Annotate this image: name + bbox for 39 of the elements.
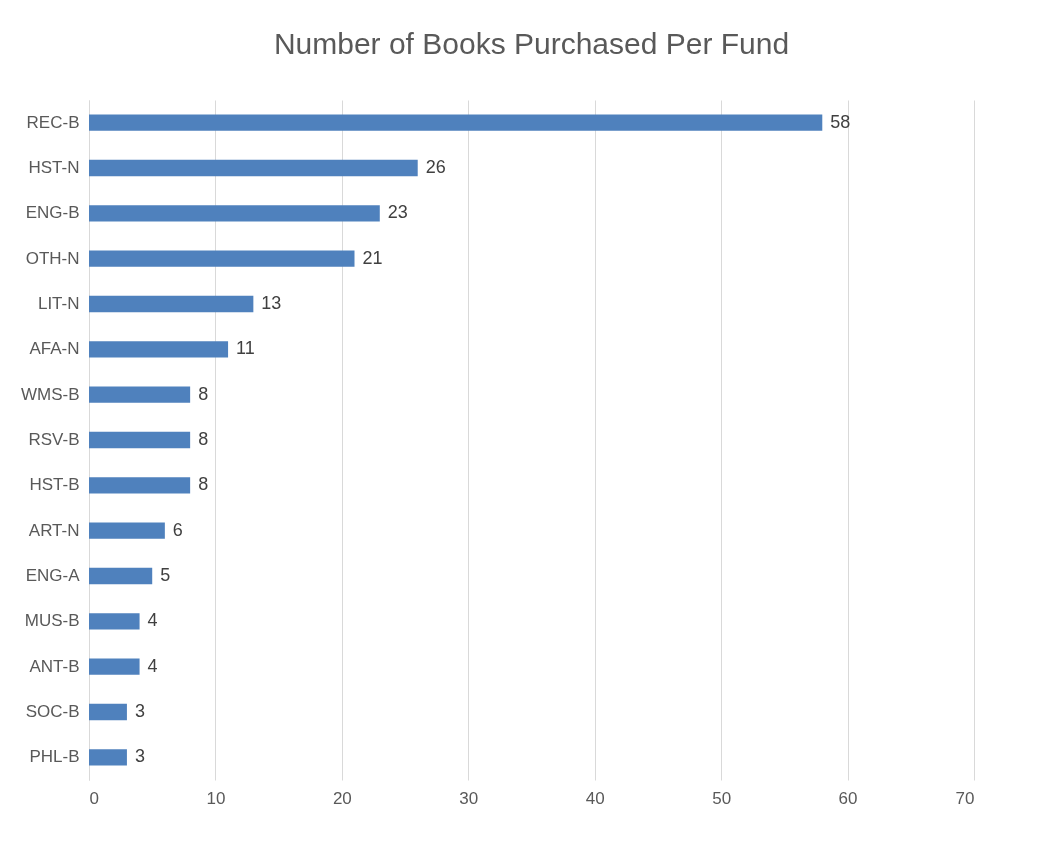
y-tick-label: MUS-B: [24, 611, 80, 631]
y-tick-label: WMS-B: [20, 384, 80, 404]
y-tick-label: ENG-B: [25, 203, 80, 223]
y-tick-label: AFA-N: [29, 339, 80, 359]
data-label: 4: [147, 655, 158, 676]
y-tick-label: PHL-B: [29, 747, 80, 767]
data-label: 3: [134, 746, 145, 767]
data-label: 26: [425, 157, 446, 177]
x-tick-label: 40: [585, 788, 605, 808]
data-label: 8: [198, 429, 209, 449]
data-label: 23: [387, 202, 408, 223]
y-tick-label: HST-B: [29, 475, 80, 495]
x-tick-label: 0: [89, 788, 99, 808]
y-tick-label: LIT-N: [37, 294, 80, 313]
data-label: 8: [198, 383, 209, 404]
data-label: 8: [198, 474, 209, 495]
y-tick-label: REC-B: [26, 112, 80, 132]
data-label: 13: [261, 293, 282, 313]
y-tick-label: SOC-B: [25, 702, 80, 721]
data-label: 6: [172, 519, 183, 540]
x-tick-label: 70: [955, 788, 975, 808]
x-tick-label: 30: [459, 788, 479, 808]
data-label: 21: [362, 247, 383, 268]
data-label: 4: [147, 610, 158, 631]
data-label: 58: [830, 111, 851, 132]
data-label: 11: [236, 338, 255, 359]
x-tick-label: 60: [838, 788, 858, 808]
y-tick-label: ENG-A: [25, 566, 81, 585]
x-tick-label: 20: [332, 788, 352, 808]
chart-title: Number of Books Purchased Per Fund: [273, 27, 790, 60]
x-tick-label: 10: [206, 788, 226, 808]
y-tick-label: ART-N: [28, 520, 80, 540]
x-tick-label: 50: [712, 788, 732, 808]
data-label: 5: [160, 565, 171, 585]
y-tick-label: OTH-N: [25, 248, 80, 268]
y-tick-label: ANT-B: [29, 656, 80, 676]
data-label: 3: [134, 701, 145, 721]
y-tick-label: HST-N: [28, 158, 80, 177]
y-tick-label: RSV-B: [28, 430, 80, 449]
